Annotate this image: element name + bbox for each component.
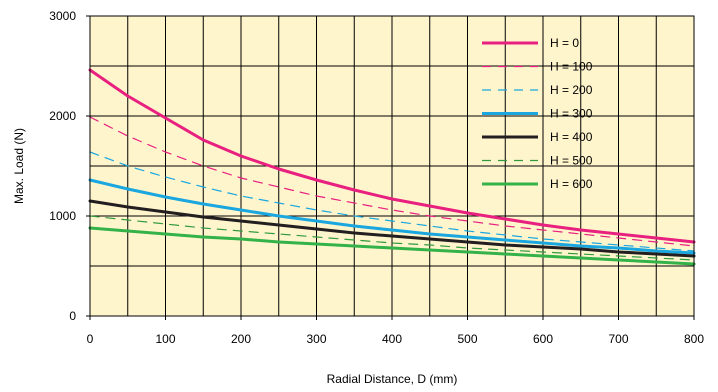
legend-label-1: H = 100	[550, 60, 593, 74]
legend-label-6: H = 600	[550, 177, 593, 191]
legend: H = 0 H = 100 H = 200 H = 300 H = 400 H = 500…	[482, 36, 593, 191]
series-line-2	[89, 151, 695, 252]
series-line-4	[88, 199, 696, 258]
x-tick-label: 700	[608, 332, 628, 346]
y-axis-ticks: 0 1000 2000 3000	[49, 9, 90, 323]
x-axis-title: Radial Distance, D (mm)	[327, 372, 458, 386]
series-line-3	[88, 178, 696, 255]
series-line-6	[88, 226, 696, 266]
series-line-0	[88, 68, 696, 244]
legend-label-4: H = 400	[550, 130, 593, 144]
x-tick-label: 0	[87, 332, 94, 346]
y-tick-label: 0	[69, 309, 76, 323]
y-tick-label: 2000	[49, 109, 76, 123]
series-group	[88, 68, 696, 266]
series-line-1	[89, 116, 695, 247]
legend-label-2: H = 200	[550, 83, 593, 97]
legend-label-5: H = 500	[550, 154, 593, 168]
x-tick-label: 400	[382, 332, 402, 346]
legend-label-3: H = 300	[550, 107, 593, 121]
x-tick-label: 100	[155, 332, 175, 346]
legend-label-0: H = 0	[550, 36, 579, 50]
x-tick-label: 600	[533, 332, 553, 346]
x-tick-label: 500	[457, 332, 477, 346]
y-tick-label: 1000	[49, 209, 76, 223]
y-tick-label: 3000	[49, 9, 76, 23]
x-tick-label: 800	[684, 332, 704, 346]
x-axis-ticks: 0 100 200 300 400 500 600 700 800	[87, 316, 704, 346]
series-line-5	[89, 215, 695, 261]
grid	[90, 16, 694, 316]
y-axis-title: Max. Load (N)	[12, 128, 26, 204]
x-tick-label: 300	[306, 332, 326, 346]
x-tick-label: 200	[231, 332, 251, 346]
